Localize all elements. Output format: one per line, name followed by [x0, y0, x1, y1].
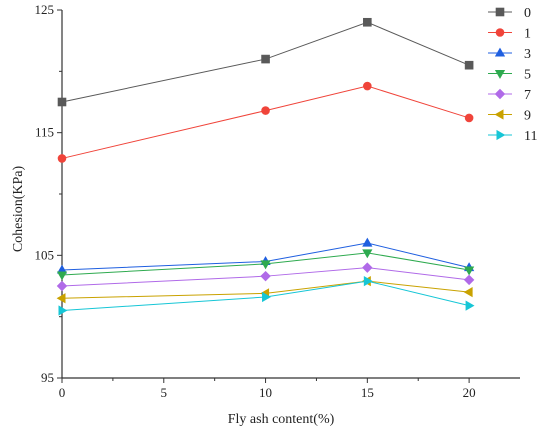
legend-marker [495, 28, 505, 37]
series-9 [56, 275, 473, 304]
data-point [363, 275, 373, 287]
plot-axes [57, 9, 520, 383]
x-tick-label: 20 [463, 385, 476, 400]
tick-labels: 0 5 10 15 20 95 105 115 125 [35, 2, 476, 400]
data-point [463, 266, 475, 276]
data-point [465, 300, 475, 311]
legend-marker [496, 129, 506, 141]
series-1 [57, 81, 474, 163]
x-tick-label: 5 [161, 385, 168, 400]
legend-marker [494, 109, 504, 120]
data-point [464, 60, 474, 70]
series-line [61, 280, 470, 312]
series-line [61, 267, 470, 287]
legend-label: 3 [524, 47, 531, 62]
series-line [61, 85, 470, 159]
x-tick-label: 15 [361, 385, 374, 400]
data-point [57, 97, 67, 107]
legend-item: 7 [488, 88, 531, 103]
y-tick-label: 115 [35, 125, 54, 140]
legend-item: 11 [488, 129, 537, 144]
legend-item: 3 [488, 47, 531, 62]
legend-label: 11 [524, 129, 537, 144]
series-11 [58, 275, 475, 316]
legend-marker [494, 70, 506, 79]
legend-label: 5 [524, 68, 531, 83]
legend-item: 0 [488, 6, 531, 21]
data-point [362, 237, 373, 247]
legend-label: 1 [524, 27, 531, 42]
legend-label: 9 [524, 109, 531, 124]
series-line [61, 21, 470, 103]
x-tick-label: 0 [59, 385, 66, 400]
series-line [61, 242, 470, 271]
x-axis-label: Fly ash content(%) [228, 412, 335, 427]
data-point [56, 280, 68, 292]
series-5 [56, 249, 475, 281]
y-tick-label: 95 [41, 370, 54, 385]
legend-item: 9 [488, 109, 531, 124]
y-axis-label: Cohesion(KPa) [11, 166, 26, 253]
data-point [56, 293, 66, 304]
legend: 0 1 3 5 7 9 11 [488, 6, 537, 144]
data-point [362, 262, 373, 273]
legend-marker [495, 7, 505, 17]
series-layer [56, 17, 475, 316]
data-point [463, 274, 475, 286]
x-tick-label: 10 [259, 385, 272, 400]
data-point [260, 260, 271, 270]
y-tick-label: 105 [35, 247, 55, 262]
data-point [58, 305, 68, 316]
legend-item: 1 [488, 27, 531, 42]
series-0 [57, 17, 474, 107]
legend-marker [494, 47, 506, 57]
legend-label: 7 [524, 88, 531, 103]
data-point [363, 81, 372, 91]
data-point [57, 154, 67, 163]
data-point [463, 287, 473, 298]
series-line [61, 252, 470, 276]
data-point [363, 17, 372, 27]
data-point [262, 291, 271, 303]
data-point [464, 113, 474, 123]
legend-label: 0 [524, 6, 531, 21]
series-line [61, 280, 470, 299]
legend-item: 5 [488, 68, 531, 83]
series-7 [56, 262, 475, 292]
data-point [56, 271, 68, 281]
data-point [261, 106, 270, 115]
y-tick-label: 125 [35, 2, 55, 17]
legend-marker [494, 88, 506, 100]
data-point [362, 249, 373, 259]
data-point [260, 270, 271, 282]
data-point [261, 54, 270, 64]
